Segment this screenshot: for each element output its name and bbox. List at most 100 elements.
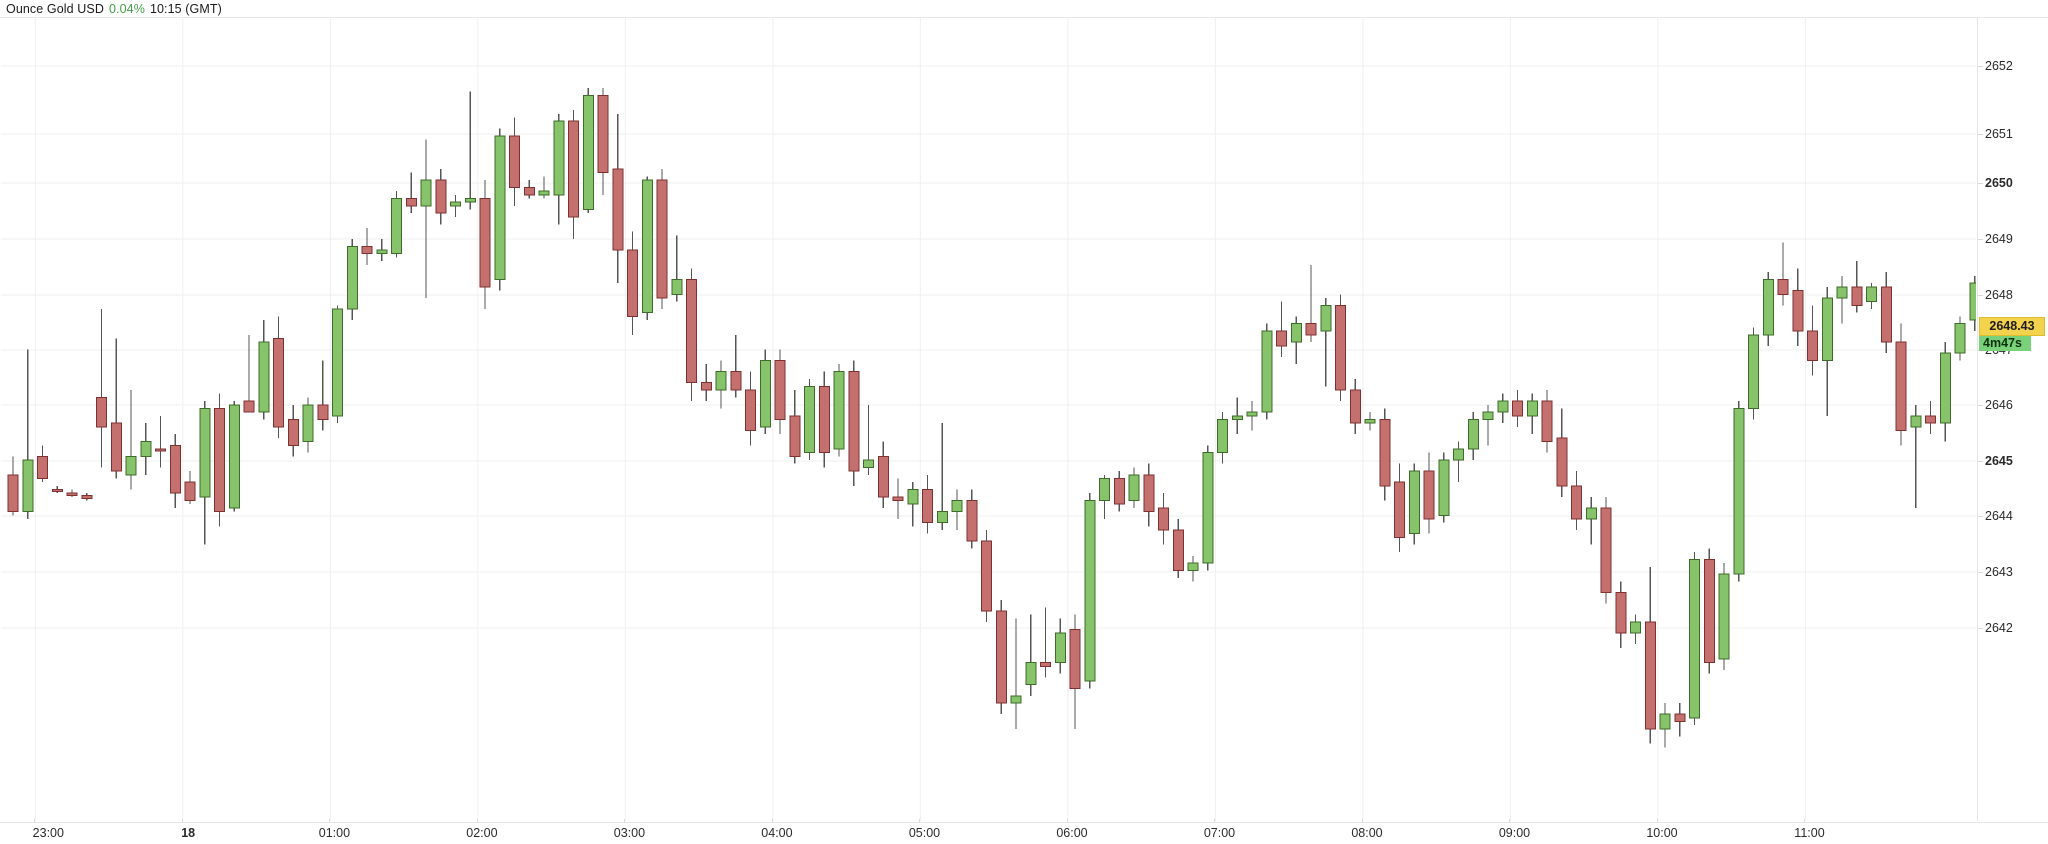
candle	[612, 113, 624, 284]
candle	[1408, 463, 1420, 545]
time-axis[interactable]: 23:00 18 01:00 02:00 03:00 04:00 05:00 06:00 07:…	[0, 819, 2048, 844]
candle	[1807, 305, 1818, 376]
candle	[184, 471, 196, 505]
candle	[863, 404, 874, 475]
candle	[450, 194, 461, 217]
candle	[1541, 390, 1553, 453]
candle	[228, 401, 240, 512]
price-tick-mark	[1978, 66, 1983, 67]
candle	[1585, 496, 1597, 545]
candle	[627, 231, 638, 335]
candle	[995, 599, 1007, 715]
candle	[1482, 404, 1494, 446]
time-tick-mark	[181, 819, 183, 823]
price-tick-label: 2642	[1985, 621, 2013, 635]
bar-countdown: 4m47s	[1979, 336, 2031, 351]
candle	[1217, 412, 1228, 464]
candle	[1925, 401, 1936, 435]
candle	[877, 441, 889, 508]
candle	[1659, 703, 1671, 748]
candle	[1497, 393, 1509, 424]
candle	[1054, 618, 1066, 674]
candle	[671, 235, 683, 302]
candle	[464, 91, 476, 210]
time-tick-mark	[34, 819, 36, 823]
candle	[568, 110, 579, 240]
candle	[1836, 275, 1848, 324]
candle	[155, 415, 166, 468]
candle	[1571, 471, 1582, 531]
candle	[1512, 390, 1523, 427]
candle	[1143, 463, 1155, 527]
candle	[1939, 342, 1951, 442]
candle	[214, 393, 225, 527]
time-tick-label: 05:00	[908, 826, 941, 840]
candle	[1703, 548, 1715, 674]
candle	[169, 434, 181, 508]
candle	[715, 360, 727, 409]
candle	[1261, 323, 1273, 420]
time-tick-label: 01:00	[318, 826, 351, 840]
candle	[332, 305, 343, 424]
candle	[523, 180, 535, 199]
time-tick-mark	[329, 819, 331, 823]
candle	[1733, 401, 1745, 582]
time-tick-label: 09:00	[1498, 826, 1531, 840]
time-tick-mark	[476, 819, 478, 823]
time-tick-label: 18	[181, 826, 196, 840]
candle	[1379, 408, 1391, 501]
candle	[1777, 242, 1789, 306]
candle	[892, 478, 904, 519]
candle	[37, 445, 48, 483]
candle	[951, 489, 963, 531]
candle	[774, 349, 786, 435]
time-tick-label: 07:00	[1203, 826, 1236, 840]
candle	[361, 227, 373, 265]
candle	[494, 128, 506, 291]
price-tick-mark	[1978, 295, 1983, 296]
candle	[1630, 614, 1641, 645]
price-axis[interactable]: 2652265126502649264826472646264526442643…	[1977, 18, 2048, 821]
candle	[1792, 268, 1804, 346]
last-price-value: 2648.43	[1979, 317, 2045, 336]
candle	[1040, 607, 1051, 678]
candle	[1600, 496, 1612, 604]
candle	[1821, 286, 1833, 416]
candle	[1689, 552, 1700, 726]
candle	[1364, 412, 1376, 431]
candle	[1187, 555, 1199, 582]
candle	[745, 371, 756, 446]
time-tick-label: 04:00	[761, 826, 793, 840]
candlestick-plot[interactable]	[1, 18, 1976, 821]
candle	[258, 320, 270, 420]
candle	[1762, 272, 1774, 346]
candle	[199, 401, 211, 545]
time-tick-label: 23:00	[32, 826, 64, 840]
candle	[700, 364, 712, 402]
time-tick-mark	[1509, 819, 1511, 823]
candle	[1438, 452, 1450, 523]
time-tick-mark	[919, 819, 921, 823]
candle	[686, 268, 697, 402]
candle	[346, 239, 358, 321]
change-percent: 0.04%	[108, 1, 145, 16]
candle	[1025, 614, 1037, 696]
candle-series	[7, 87, 1976, 748]
price-tick-mark	[1978, 134, 1983, 135]
candle	[317, 360, 329, 431]
candle	[1335, 294, 1346, 402]
candle	[641, 176, 653, 321]
candle	[1202, 445, 1214, 571]
candle	[1895, 323, 1907, 446]
candle	[287, 404, 299, 457]
candle	[22, 349, 34, 519]
candle	[1069, 614, 1081, 729]
candle	[848, 360, 860, 486]
candle	[1099, 474, 1110, 519]
candlestick-svg	[1, 18, 1976, 821]
time-tick-label: 06:00	[1056, 826, 1088, 840]
candle	[509, 117, 520, 206]
price-tick-label: 2649	[1985, 232, 2013, 246]
candle	[1718, 563, 1730, 670]
